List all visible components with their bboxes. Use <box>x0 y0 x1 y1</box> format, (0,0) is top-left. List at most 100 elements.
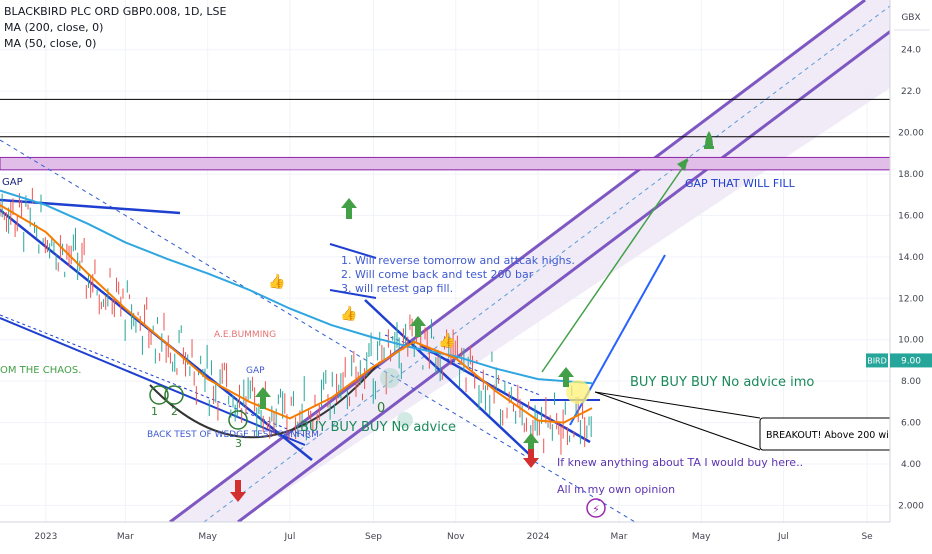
x-tick-label: 2023 <box>34 532 57 542</box>
y-tick-label: 24.0 <box>901 46 921 56</box>
price-badge-text: 9.00 <box>901 356 921 366</box>
wave-label-3: 3 <box>235 437 242 450</box>
currency-label: GBX <box>901 13 920 23</box>
price-badge <box>890 353 932 368</box>
time-axis[interactable] <box>0 522 932 550</box>
upper-channel-top-line[interactable] <box>169 0 866 522</box>
x-tick-label: Sep <box>365 532 382 542</box>
ma50-line[interactable] <box>0 204 593 424</box>
x-tick-label: Jul <box>777 532 789 542</box>
x-tick-label: Mar <box>117 532 134 542</box>
projection-arrow-line[interactable] <box>541 159 689 373</box>
marker-circle-3 <box>228 410 248 430</box>
gap-fill-label: GAP THAT WILL FILL <box>685 177 796 190</box>
note-line-1: 1. Will reverse tomorrow and attcak high… <box>341 254 575 267</box>
lightning-icon-glyph: ⚡ <box>592 503 600 516</box>
cup-arc <box>149 361 381 439</box>
marker-circle-2 <box>164 385 184 405</box>
red-down-arrow <box>230 480 246 502</box>
wedge-dashed-line <box>0 314 311 439</box>
ma200-legend[interactable]: MA (200, close, 0) <box>4 21 104 34</box>
highlight-circle-b <box>397 412 413 428</box>
green-up-arrow <box>558 367 574 387</box>
y-tick-label: 12.00 <box>898 294 924 304</box>
x-tick-label: May <box>692 532 711 542</box>
highlight-circle-yellow <box>566 380 590 404</box>
y-tick-label: 2.000 <box>898 501 924 511</box>
ticker-badge-text: BIRD <box>867 356 887 365</box>
highlight-circle-a <box>380 368 400 388</box>
symbol-title[interactable]: BLACKBIRD PLC ORD GBP0.008, 1D, LSE <box>4 5 227 18</box>
upper-channel-midline <box>203 5 890 522</box>
y-tick-label: 6.00 <box>901 419 921 429</box>
y-tick-label: 22.0 <box>901 87 921 97</box>
green-up-arrow <box>255 387 271 409</box>
thumbs-up-icon: 👍 <box>438 332 455 349</box>
candles <box>0 187 592 455</box>
bumming-label: A.E.BUMMING <box>214 330 276 340</box>
y-tick-label: 4.00 <box>901 460 921 470</box>
wave-label-2: 2 <box>171 405 178 418</box>
wave-label-0: 0 <box>377 401 385 416</box>
ma50-legend[interactable]: MA (50, close, 0) <box>4 37 97 50</box>
wave-label-1: 1 <box>151 405 158 418</box>
x-tick-label: Nov <box>447 532 465 542</box>
note-line-2: 2. Will come back and test 200 bar <box>341 268 534 281</box>
buy-left-label: BUY BUY BUY No advice <box>300 420 456 435</box>
red-down-arrows <box>230 449 539 502</box>
y-tick-label: 20.00 <box>898 129 924 139</box>
x-tick-label: Se <box>861 532 873 542</box>
rocket-icon <box>705 131 713 146</box>
note-bracket-bottom <box>329 289 377 299</box>
x-axis-ticks: 2023 Mar May Jul Sep Nov 2024 Mar May Jul Se <box>34 532 873 542</box>
y-tick-label: 14.00 <box>898 253 924 263</box>
gap-zone[interactable] <box>0 156 890 171</box>
thumbs-up-icon: 👍 <box>268 273 285 290</box>
chaos-label: OM THE CHAOS. <box>0 365 81 376</box>
green-up-arrow <box>523 433 539 452</box>
thumbs-up-icon: 👍 <box>340 305 357 322</box>
if-knew-label: If knew anything about TA I would buy he… <box>557 456 803 469</box>
wedge-lower-line[interactable] <box>0 317 306 446</box>
channel2-lower-line[interactable] <box>419 343 591 444</box>
ticker-badge <box>866 353 888 368</box>
y-axis-ticks: 2.000 4.00 6.00 8.00 10.00 12.00 14.00 16.00 18.… <box>898 46 924 512</box>
green-up-arrow <box>410 316 426 337</box>
x-tick-label: May <box>198 532 217 542</box>
plot-area: ⚡ 👍 👍 👍 <box>0 0 932 522</box>
breakout-callout-pointer <box>594 391 761 419</box>
rocket-icon-base <box>704 146 714 149</box>
projection-arrow-head <box>677 158 688 171</box>
back-test-label: BACK TEST OF WEDGE TEST CONFIRM <box>147 430 319 440</box>
gap-left-label: GAP <box>2 177 23 188</box>
blue-resistance-line[interactable] <box>0 198 181 215</box>
price-axis[interactable] <box>890 0 932 550</box>
red-down-arrow <box>523 449 539 468</box>
note-bracket-top <box>329 243 377 259</box>
x-tick-label: Mar <box>610 532 627 542</box>
ma200-line[interactable] <box>0 189 593 385</box>
gap-small-label: GAP <box>246 366 265 376</box>
y-tick-label: 16.00 <box>898 211 924 221</box>
marker-circle-1 <box>149 385 169 405</box>
channel2-mid-line <box>384 334 541 396</box>
breakout-callout-text: BREAKOUT! Above 200 will lead <box>766 430 917 441</box>
green-up-arrow <box>341 198 357 219</box>
x-tick-label: Jul <box>283 532 295 542</box>
green-up-arrows <box>255 198 574 452</box>
note-line-3: 3. will retest gap fill. <box>341 282 453 295</box>
breakout-callout-pointer-2 <box>594 391 761 451</box>
y-tick-label: 18.00 <box>898 170 924 180</box>
upper-channel-bottom-line[interactable] <box>237 0 932 522</box>
opinion-label: All in my own opinion <box>557 483 675 496</box>
channel2-upper-line[interactable] <box>364 299 531 456</box>
last-price-badge: BIRD 9.00 <box>866 353 932 368</box>
chart-legend: BLACKBIRD PLC ORD GBP0.008, 1D, LSE MA (… <box>4 4 226 52</box>
y-tick-label: 10.00 <box>898 336 924 346</box>
buy-right-label: BUY BUY BUY No advice imo <box>630 375 814 390</box>
x-tick-label: 2024 <box>527 532 550 542</box>
lightning-icon[interactable] <box>586 498 606 518</box>
y-tick-label: 8.00 <box>901 377 921 387</box>
